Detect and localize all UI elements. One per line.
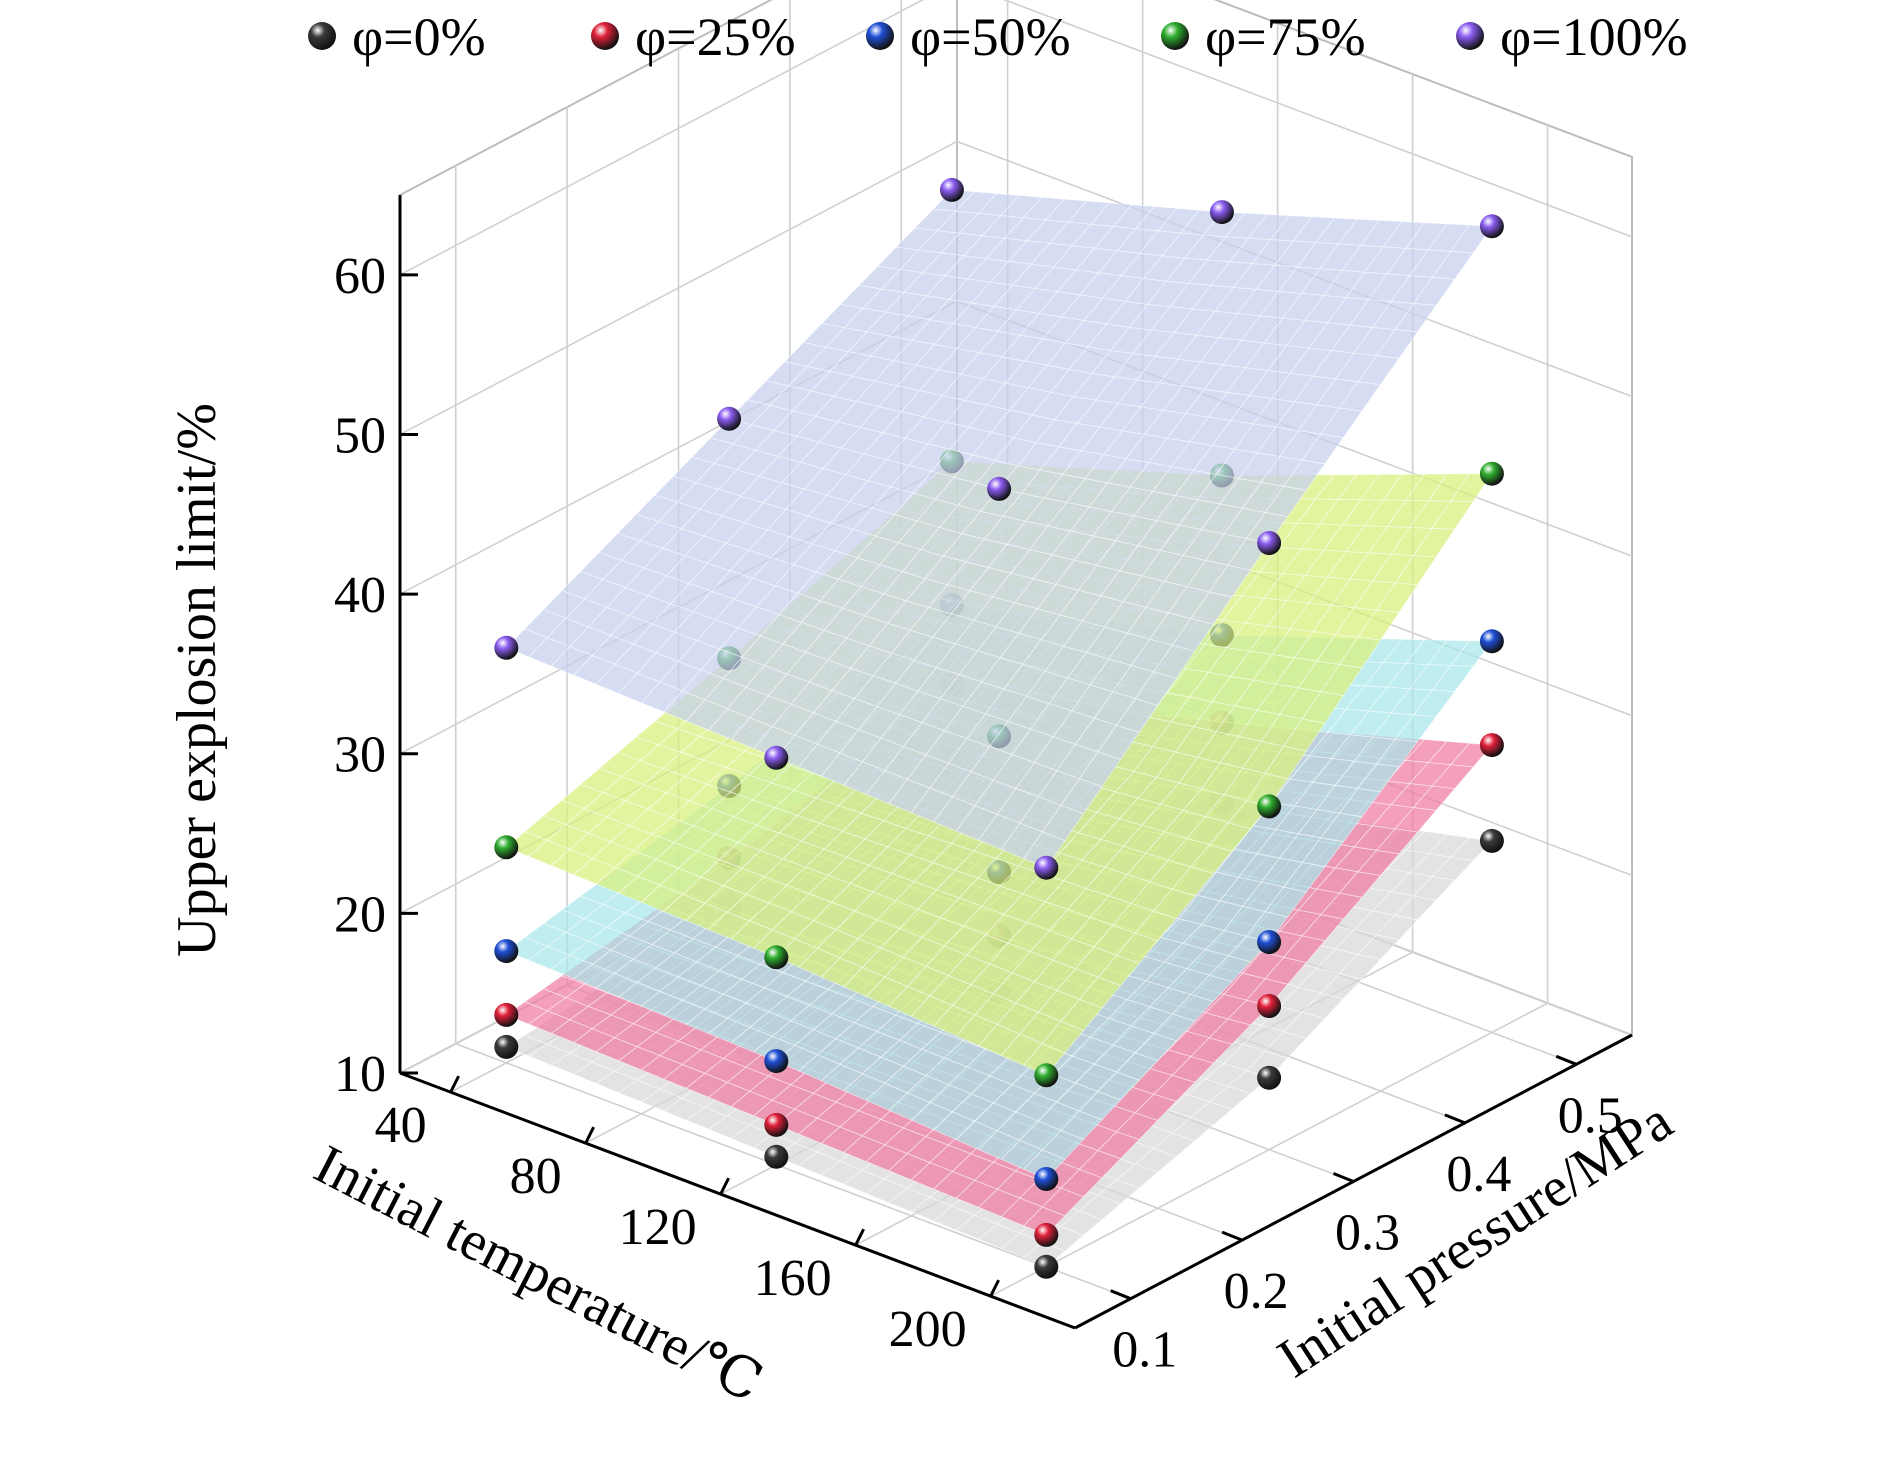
data-point (764, 1112, 789, 1137)
data-point (1479, 214, 1504, 239)
y-axis-title: Initial pressure/MPa (1267, 1090, 1683, 1390)
x-tick (719, 1177, 730, 1195)
legend-label: φ=25% (635, 7, 796, 67)
surface-5 (494, 177, 1504, 880)
legend-marker (1161, 22, 1189, 50)
z-tick-label: 40 (334, 567, 386, 624)
y-tick (1444, 1113, 1466, 1125)
data-point (1479, 629, 1504, 654)
data-point (1257, 930, 1282, 955)
y-tick-label: 0.4 (1446, 1146, 1511, 1203)
y-tick (1110, 1289, 1132, 1301)
x-tick-label: 160 (754, 1250, 832, 1307)
z-axis-title: Upper explosion limit/% (166, 403, 228, 957)
data-point (764, 1144, 789, 1169)
x-tick-label: 120 (619, 1199, 697, 1256)
data-point (1257, 994, 1282, 1018)
y-tick (1555, 1054, 1577, 1066)
legend-label: φ=0% (352, 7, 486, 67)
data-point (1257, 1065, 1282, 1090)
data-point (494, 835, 519, 860)
data-point (1479, 828, 1504, 853)
grid-line-z (1002, 0, 1633, 238)
y-tick-label: 0.3 (1335, 1205, 1400, 1262)
data-point (494, 1034, 519, 1059)
x-tick (449, 1075, 460, 1093)
chart-ticks: 10 20 30 40 50 60 40 80 120 160 200 0.1 0.2 0.3 0.4 0.5 (334, 248, 1623, 1379)
x-tick-label: 80 (510, 1148, 562, 1205)
data-point (1034, 855, 1059, 880)
data-point (494, 635, 519, 660)
data-point (1479, 461, 1504, 486)
y-tick-label: 0.2 (1224, 1263, 1289, 1320)
y-tick-label: 0.1 (1112, 1322, 1177, 1379)
data-point (717, 406, 742, 431)
legend-label: φ=50% (910, 7, 1071, 67)
data-point (987, 476, 1012, 501)
data-point (1034, 1254, 1059, 1279)
chart-legend: φ=0% φ=25% φ=50% φ=75% φ=100% (308, 7, 1688, 67)
y-tick (1221, 1230, 1243, 1242)
data-point (1479, 733, 1504, 758)
x-tick-label: 40 (375, 1097, 427, 1154)
grid-line-y (455, 1042, 1131, 1300)
x-tick (584, 1126, 595, 1144)
data-point (764, 1049, 789, 1074)
data-point (1034, 1063, 1059, 1088)
z-tick-label: 60 (334, 248, 386, 305)
data-point (1034, 1222, 1059, 1247)
x-tick-label: 200 (889, 1301, 967, 1358)
chart-surfaces (494, 177, 1504, 1279)
x-tick (854, 1228, 865, 1246)
y-tick-label: 0.5 (1558, 1087, 1623, 1144)
legend-marker (866, 22, 894, 50)
z-tick-label: 20 (334, 886, 386, 943)
legend-marker (308, 22, 336, 50)
data-point (494, 939, 519, 964)
z-tick-label: 10 (334, 1046, 386, 1103)
legend-marker (1456, 22, 1484, 50)
data-point (1209, 200, 1234, 225)
y-tick (1332, 1172, 1355, 1183)
legend-label: φ=75% (1205, 7, 1366, 67)
data-point (764, 945, 789, 970)
data-point (1257, 794, 1282, 819)
legend-label: φ=100% (1500, 7, 1688, 67)
data-point (1034, 1167, 1059, 1191)
x-axis-line (399, 1071, 1076, 1330)
data-point (494, 1002, 519, 1027)
z-tick-label: 30 (334, 727, 386, 784)
data-point (939, 177, 964, 202)
data-point (1257, 531, 1282, 555)
x-tick (989, 1279, 1000, 1297)
legend-marker (591, 22, 619, 50)
data-point (764, 745, 789, 770)
z-tick-label: 50 (334, 407, 386, 464)
